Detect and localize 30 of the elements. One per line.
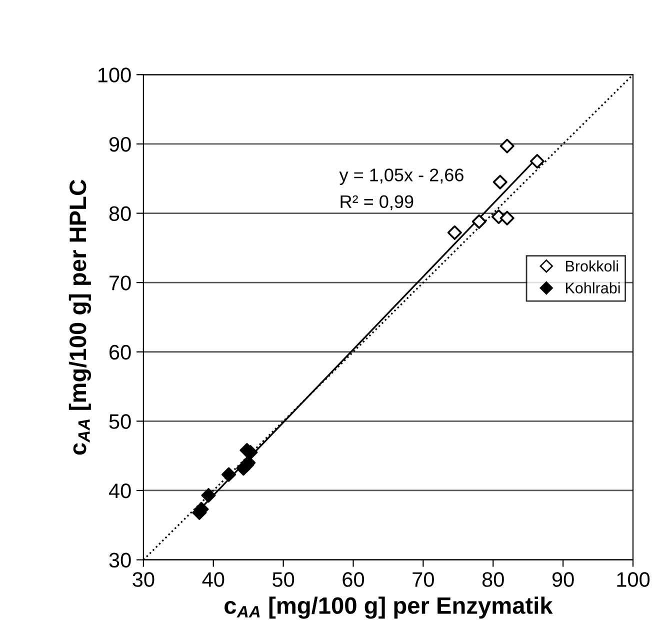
x-tick-label: 50 [272,572,294,587]
y-tick-label: 60 [110,344,131,360]
y-tick-label: 40 [108,483,131,498]
x-tick-label: 70 [412,572,434,587]
legend-label: Kohlrabi [566,282,620,294]
point [201,488,216,503]
x-tick-label: 80 [482,572,504,587]
y-axis-title: c$_{AA}$ [mg/100 g] per HPLC [68,180,92,455]
y-tick-label: 80 [109,206,131,222]
annotation: R² = 0,99 [340,195,414,210]
point [472,214,486,229]
y-tick-label: 50 [109,414,131,429]
point [530,154,544,169]
x-tick-label: 40 [202,572,224,587]
point [221,467,236,482]
point [492,174,508,190]
x-tick-label: 60 [342,572,364,587]
y-tick-label: 100 [98,68,131,82]
y-tick-label: 70 [110,276,131,290]
point [500,210,514,226]
legend-label: Brokkoli [566,260,618,272]
y-tick-label: 30 [109,552,131,568]
x-tick-label: 90 [552,572,574,587]
y-tick-label: 90 [109,136,131,152]
x-tick-label: 100 [617,572,650,587]
x-tick-label: 30 [132,572,154,587]
annotation: y = 1,05x - 2,66 [339,168,464,185]
point [447,225,462,240]
x-axis-title: c$_{AA}$ [mg/100 g] per Enzymatik [224,596,553,619]
point [500,138,514,154]
